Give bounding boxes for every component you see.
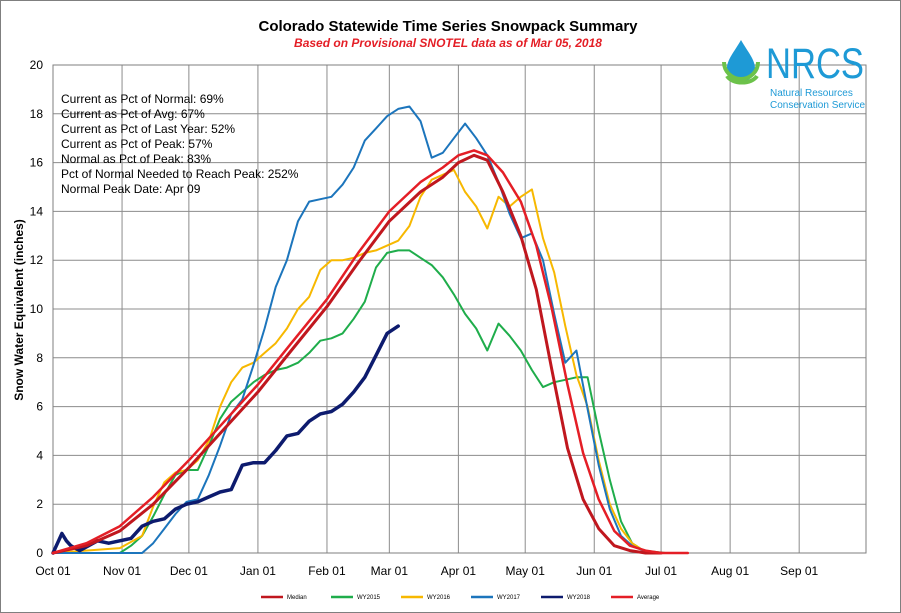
x-tick-label: Dec 01 xyxy=(170,564,208,578)
series-line-wy2015 xyxy=(52,249,667,554)
stat-pct-avg: Current as Pct of Avg: 67% xyxy=(61,107,205,121)
y-axis-label: Snow Water Equivalent (inches) xyxy=(12,219,26,401)
x-tick-label: Aug 01 xyxy=(711,564,749,578)
stat-normal-pct-peak: Normal as Pct of Peak: 83% xyxy=(61,152,211,166)
y-tick-label: 10 xyxy=(30,302,44,316)
legend-label-wy2018: WY2018 xyxy=(567,595,591,601)
y-tick-label: 14 xyxy=(30,204,44,218)
series-line-average xyxy=(51,149,690,555)
series-line-wy2016 xyxy=(52,168,656,554)
x-tick-label: Mar 01 xyxy=(371,564,409,578)
y-tick-label: 6 xyxy=(36,400,43,414)
legend-label-wy2017: WY2017 xyxy=(497,595,521,601)
y-tick-label: 18 xyxy=(30,107,44,121)
y-tick-label: 4 xyxy=(36,448,43,462)
x-tick-label: May 01 xyxy=(506,564,546,578)
y-tick-label: 12 xyxy=(30,253,44,267)
series-line-median xyxy=(51,153,663,555)
x-tick-label: Feb 01 xyxy=(308,564,346,578)
legend: Median WY2015 WY2016 WY2017 WY2018 Average xyxy=(261,595,660,601)
y-tick-label: 0 xyxy=(36,546,43,560)
logo-swoosh-base xyxy=(725,74,759,85)
logo-swoosh xyxy=(722,61,760,81)
x-tick-label: Nov 01 xyxy=(103,564,141,578)
stat-pct-normal: Current as Pct of Normal: 69% xyxy=(61,92,224,106)
y-tick-label: 20 xyxy=(30,58,44,72)
stat-pct-peak: Current as Pct of Peak: 57% xyxy=(61,137,213,151)
nrcs-logo: NRCS Natural Resources Conservation Serv… xyxy=(722,40,865,111)
series-lines xyxy=(51,105,690,555)
logo-line2: Conservation Service xyxy=(770,100,865,111)
x-tick-label: Jun 01 xyxy=(576,564,612,578)
series-line-wy2017 xyxy=(52,105,667,554)
chart-subtitle: Based on Provisional SNOTEL data as of M… xyxy=(294,36,602,50)
x-tick-label: Oct 01 xyxy=(35,564,71,578)
y-tick-label: 8 xyxy=(36,351,43,365)
legend-label-median: Median xyxy=(287,595,307,601)
axes: 0 2 4 6 8 10 12 14 16 18 20 Oct 01 Nov 01 Dec 01 Jan 0… xyxy=(30,58,867,578)
logo-name: NRCS xyxy=(766,40,864,88)
stat-pct-needed: Pct of Normal Needed to Reach Peak: 252% xyxy=(61,167,299,181)
water-drop-icon xyxy=(727,40,755,82)
stat-peak-date: Normal Peak Date: Apr 09 xyxy=(61,182,201,196)
logo-line1: Natural Resources xyxy=(770,88,853,99)
x-tick-label: Sep 01 xyxy=(780,564,818,578)
chart-title: Colorado Statewide Time Series Snowpack … xyxy=(258,18,638,35)
stats-box: Current as Pct of Normal: 69% Current as… xyxy=(61,92,299,196)
plot-area xyxy=(52,64,867,554)
legend-label-average: Average xyxy=(637,595,660,601)
legend-label-wy2015: WY2015 xyxy=(357,595,381,601)
y-tick-label: 2 xyxy=(36,497,43,511)
series-line-wy2018 xyxy=(51,324,400,555)
x-tick-label: Jul 01 xyxy=(645,564,677,578)
stat-pct-last-year: Current as Pct of Last Year: 52% xyxy=(61,122,235,136)
legend-label-wy2016: WY2016 xyxy=(427,595,451,601)
y-tick-label: 16 xyxy=(30,156,44,170)
x-tick-label: Jan 01 xyxy=(240,564,276,578)
x-tick-label: Apr 01 xyxy=(441,564,477,578)
